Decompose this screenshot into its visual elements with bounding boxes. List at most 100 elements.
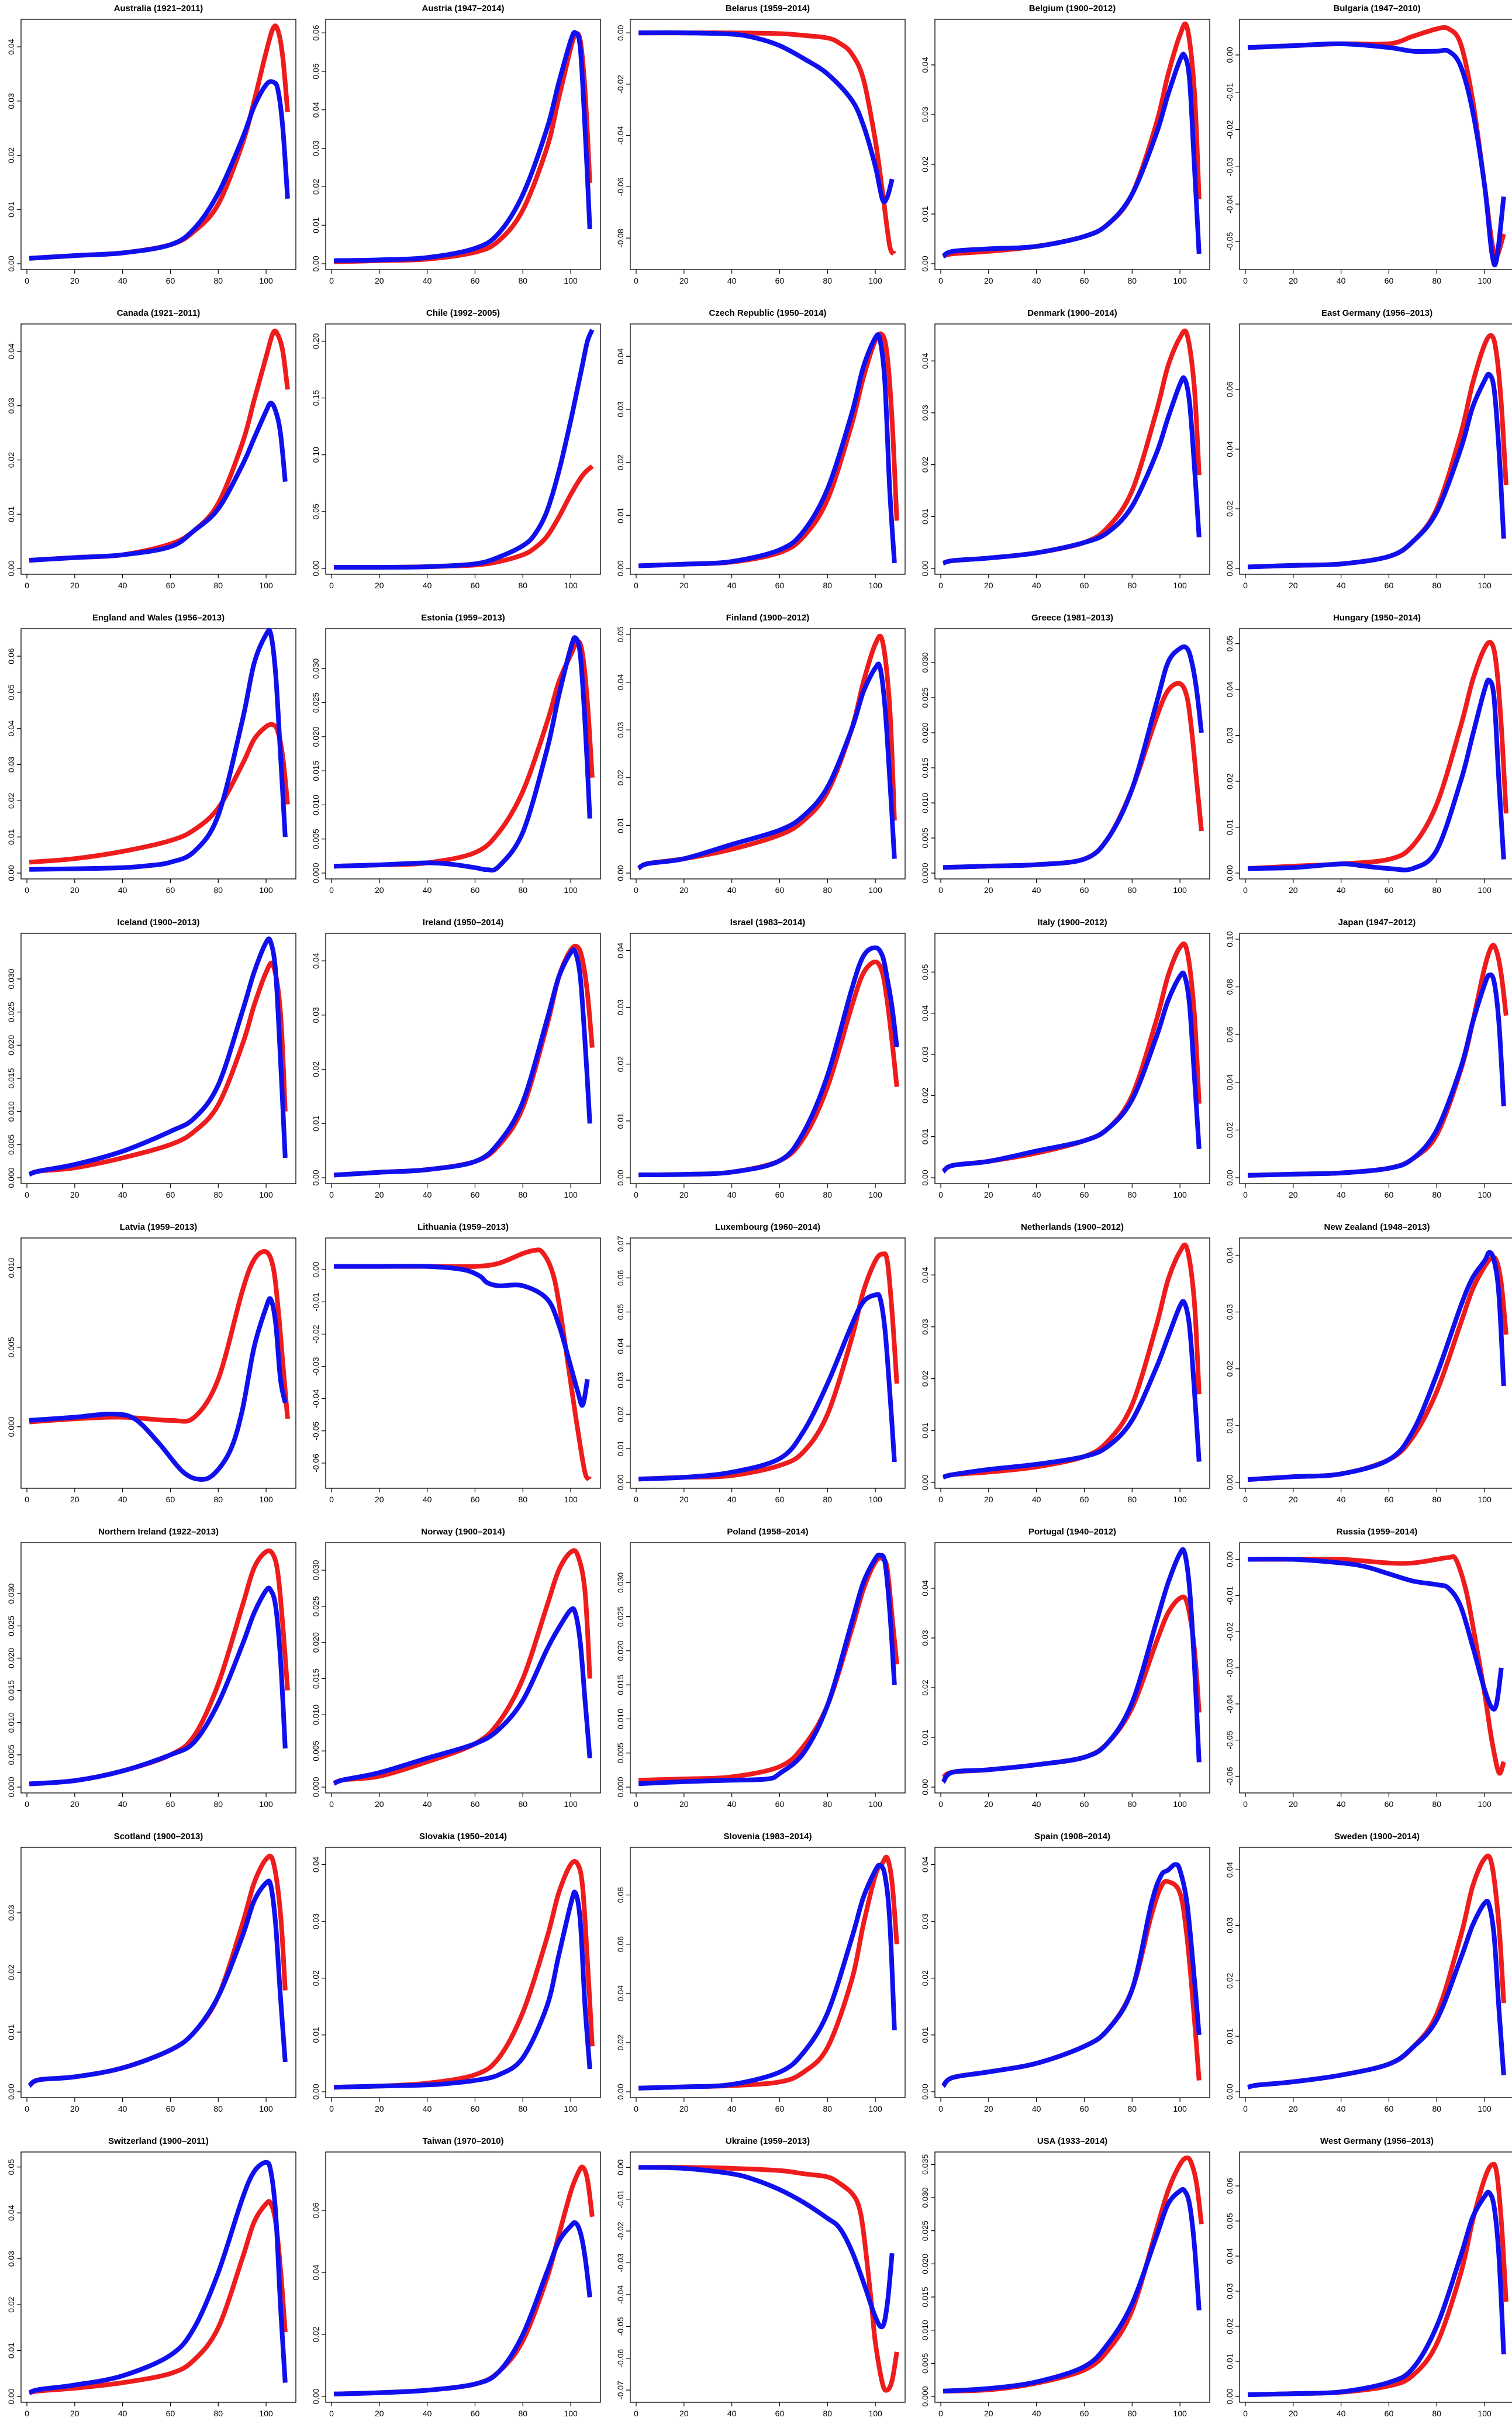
y-tick-label: 0.005: [6, 1337, 16, 1357]
x-tick-label: 100: [1478, 1495, 1492, 1504]
x-tick-label: 100: [1478, 1190, 1492, 1199]
y-tick-label: 0.010: [6, 1712, 16, 1733]
x-tick-label: 100: [564, 1495, 578, 1504]
x-tick-label: 100: [868, 276, 882, 285]
series-line-blue: [333, 947, 592, 1178]
series-line-red: [941, 1879, 1202, 2088]
y-tick-label: 0.05: [616, 1304, 625, 1320]
chart-panel: Australia (1921–2011)0 20 40 60 80 1000.000.0…: [6, 4, 296, 285]
y-tick-label: 0.06: [1225, 381, 1234, 397]
y-tick-label: 0.00: [1225, 2084, 1234, 2099]
y-axis: 0.00 0.02 0.04 0.06: [1225, 381, 1240, 577]
chart-panel: Canada (1921–2011)0 20 40 60 80 1000.000.010.…: [6, 308, 296, 590]
y-tick-label: -0.03: [1225, 157, 1234, 176]
x-tick-label: 80: [213, 1190, 223, 1199]
x-axis: 0 20 40 60 80 100: [329, 879, 578, 895]
plot-frame: [934, 19, 1210, 270]
x-tick-label: 20: [679, 1799, 689, 1809]
chart-panel: Lithuania (1959–2013) 0 20 40 60 80 100 0.00 -0.…: [311, 1222, 601, 1504]
chart-panel: Belarus (1959–2014) 0 20 40 60 80 100 0.00 -0.02…: [616, 4, 906, 285]
x-tick-label: 40: [423, 1495, 432, 1504]
x-tick-label: 80: [1127, 276, 1137, 285]
plot-frame: [20, 628, 296, 880]
y-tick-label: 0.015: [6, 1680, 16, 1701]
y-axis: 0.00 0.01 0.02 0.03 0.04: [920, 1267, 935, 1491]
y-tick-label: 0.02: [1225, 1122, 1234, 1138]
y-tick-label: 0.010: [920, 792, 930, 813]
x-tick-label: 0: [329, 885, 334, 895]
series-line-blue: [1247, 41, 1506, 268]
x-tick-label: 100: [564, 885, 578, 895]
x-axis: 0 20 40 60 80 100: [25, 270, 273, 285]
y-tick-label: 0.01: [6, 506, 16, 522]
plot-frame: [934, 323, 1210, 575]
y-tick-label: 0.02: [1225, 2318, 1234, 2334]
x-tick-label: 0: [25, 581, 29, 590]
x-tick-label: 40: [1337, 581, 1346, 590]
x-tick-label: 60: [471, 885, 480, 895]
y-tick-label: 0.030: [6, 968, 16, 989]
x-tick-label: 80: [518, 2409, 527, 2418]
x-tick-label: 0: [25, 276, 29, 285]
y-tick-label: 0.005: [6, 1744, 16, 1765]
x-tick-label: 80: [518, 276, 527, 285]
y-tick-label: 0.04: [920, 1267, 930, 1282]
x-tick-label: 100: [868, 1495, 882, 1504]
y-tick-label: 0.10: [1225, 931, 1234, 947]
x-tick-label: 0: [938, 2409, 943, 2418]
y-tick-label: 0.04: [616, 348, 625, 364]
series-line-red: [942, 1242, 1202, 1479]
x-tick-label: 0: [329, 2104, 334, 2113]
x-tick-label: 20: [70, 1799, 80, 1809]
chart-title: Japan (1947–2012): [1338, 918, 1416, 927]
y-tick-label: 0.03: [6, 757, 16, 772]
x-tick-label: 0: [329, 276, 334, 285]
y-tick-label: 0.00: [311, 2084, 320, 2099]
y-axis: 0.000 0.005 0.010 0.015 0.020 0.025 0.030: [311, 658, 326, 884]
series-line-blue: [638, 1292, 897, 1482]
x-tick-label: 100: [564, 1799, 578, 1809]
x-tick-label: 80: [518, 1495, 527, 1504]
x-tick-label: 0: [938, 2104, 943, 2113]
x-tick-label: 20: [375, 2409, 384, 2418]
plot-frame: [20, 933, 296, 1184]
chart-title: West Germany (1956–2013): [1320, 2136, 1434, 2146]
x-tick-label: 20: [1289, 1799, 1298, 1809]
y-tick-label: 0.05: [6, 684, 16, 700]
chart-title: Belgium (1900–2012): [1029, 4, 1116, 13]
y-axis: 0.00 -0.02 -0.04 -0.06 -0.08: [616, 25, 630, 247]
y-axis: 0.00 0.01 0.02 0.03 0.04: [920, 1857, 935, 2100]
y-tick-label: 0.04: [6, 720, 16, 736]
y-tick-label: 0.03: [6, 2251, 16, 2267]
x-tick-label: 0: [329, 1190, 334, 1199]
y-tick-label: 0.02: [311, 2326, 320, 2342]
plot-frame: [325, 933, 601, 1184]
x-tick-label: 100: [259, 276, 273, 285]
x-tick-label: 100: [564, 1190, 578, 1199]
x-tick-label: 20: [70, 1495, 80, 1504]
x-tick-label: 20: [984, 885, 993, 895]
x-tick-label: 100: [1173, 1799, 1187, 1809]
x-tick-label: 80: [1432, 276, 1441, 285]
y-axis: 0.00 0.01 0.02 0.03 0.04 0.05: [616, 626, 630, 881]
y-tick-label: 0.04: [311, 102, 320, 118]
y-tick-label: 0.01: [6, 2343, 16, 2358]
series-line-red: [941, 1594, 1202, 1779]
y-tick-label: 0.06: [6, 648, 16, 664]
x-tick-label: 60: [1080, 1495, 1089, 1504]
plot-frame: [934, 1237, 1210, 1489]
x-tick-label: 80: [518, 1799, 527, 1809]
x-axis: 0 20 40 60 80 100: [938, 879, 1187, 895]
y-tick-label: 0.005: [311, 1740, 320, 1761]
x-tick-label: 0: [938, 1190, 943, 1199]
x-tick-label: 80: [1127, 581, 1137, 590]
chart-title: East Germany (1956–2013): [1321, 308, 1432, 318]
x-axis: 0 20 40 60 80 100: [329, 1184, 578, 1199]
x-axis: 0 20 40 60 80 100: [25, 2402, 273, 2418]
x-tick-label: 100: [259, 885, 273, 895]
series-line-red: [27, 1853, 288, 2088]
y-tick-label: 0.02: [920, 1371, 930, 1387]
y-tick-label: 0.01: [616, 507, 625, 523]
y-tick-label: 0.00: [920, 1779, 930, 1795]
x-tick-label: 40: [1032, 276, 1041, 285]
